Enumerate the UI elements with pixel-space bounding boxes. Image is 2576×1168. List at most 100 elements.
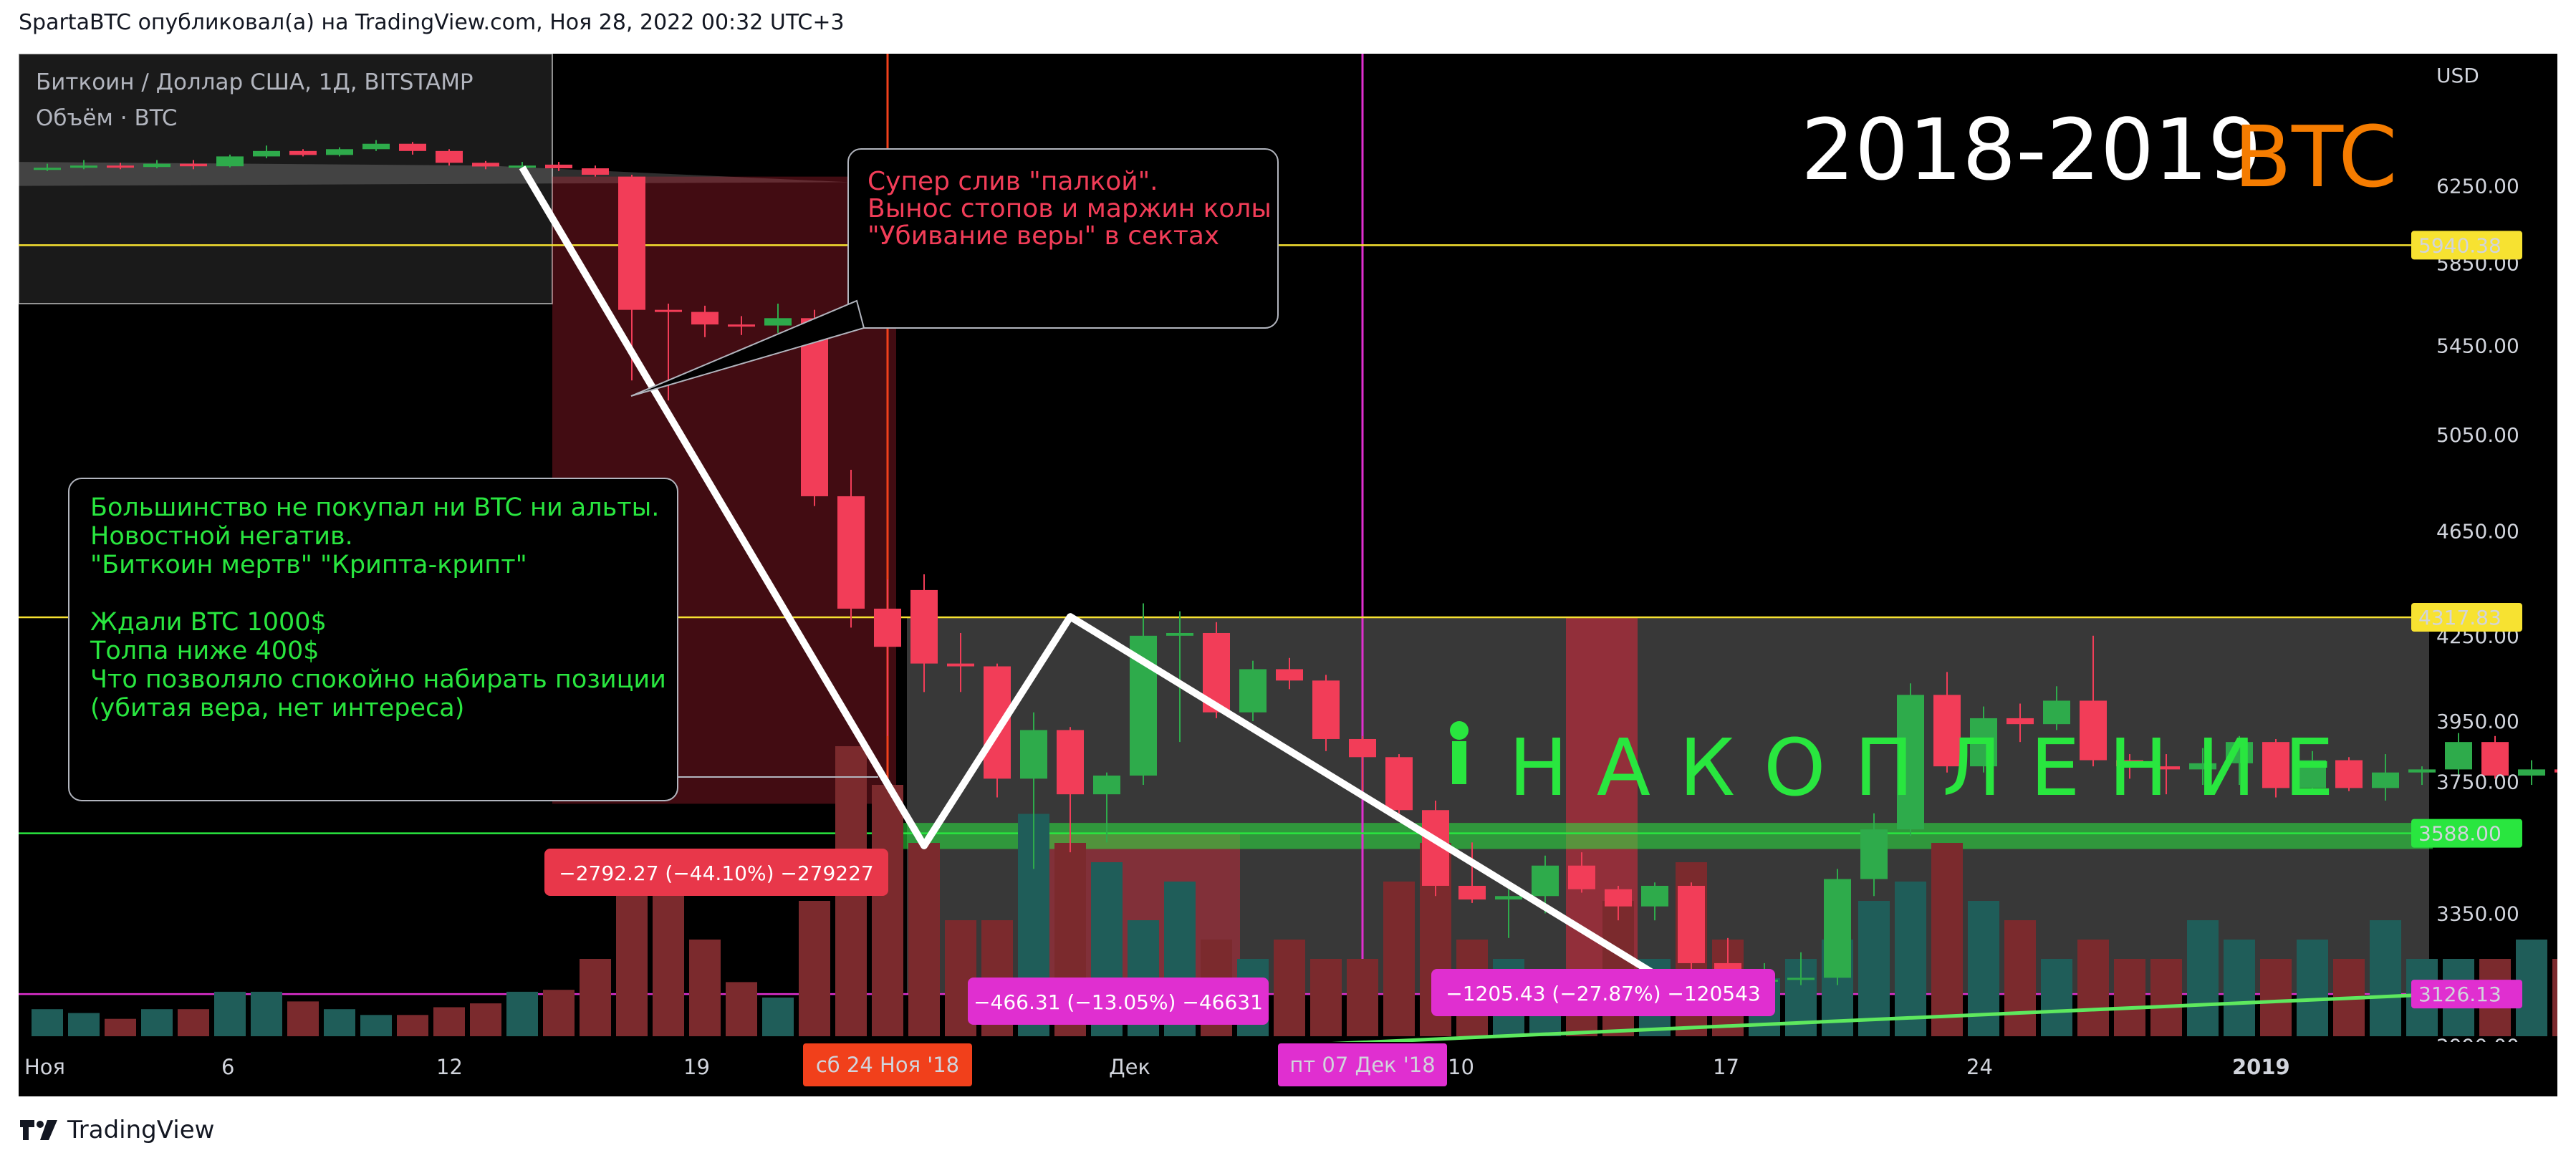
candle-body[interactable]	[1057, 730, 1084, 795]
candle-body[interactable]	[1495, 896, 1522, 900]
time-tick: 6	[221, 1055, 234, 1079]
candle-body[interactable]	[1824, 879, 1851, 978]
tradingview-brand[interactable]: TradingView	[67, 1116, 215, 1144]
tradingview-logo-icon[interactable]	[19, 1117, 60, 1143]
candle-body[interactable]	[910, 589, 938, 664]
candle-body[interactable]	[2043, 700, 2070, 725]
zigzag-line	[519, 165, 1657, 978]
volume-bar	[2114, 959, 2145, 1036]
candle-body[interactable]	[2555, 769, 2557, 773]
volume-bar	[799, 901, 830, 1036]
candle-body[interactable]	[2372, 772, 2399, 788]
volume-bar	[653, 882, 684, 1036]
crosshair-date-badge[interactable]	[1278, 1043, 1447, 1086]
candle-body[interactable]	[545, 164, 572, 169]
candle-body[interactable]	[2080, 700, 2107, 761]
candle-body[interactable]	[253, 150, 280, 157]
candle-body[interactable]	[472, 163, 499, 167]
level-price-badge[interactable]	[2411, 231, 2522, 260]
volume-bar	[397, 1015, 428, 1036]
candle-body[interactable]	[2262, 742, 2289, 788]
candle-body[interactable]	[655, 309, 682, 312]
candle-body[interactable]	[1605, 889, 1632, 907]
candle-body[interactable]	[1787, 978, 1815, 980]
dump-note-box[interactable]	[847, 148, 1279, 329]
candle-body[interactable]	[180, 163, 207, 167]
candle-body[interactable]	[289, 150, 317, 155]
candle-body[interactable]	[1093, 776, 1120, 795]
candle-body[interactable]	[1970, 718, 1997, 767]
candle-body[interactable]	[1349, 738, 1376, 758]
volume-legend: Объём · BTC	[36, 105, 177, 131]
sentiment-note-box[interactable]	[68, 478, 678, 801]
candle-body[interactable]	[2335, 760, 2363, 788]
candle-body[interactable]	[1385, 757, 1413, 811]
price-chart[interactable]: Биткоин / Доллар США, 1Д, BITSTAMP Объём …	[19, 54, 2557, 1096]
candle-body[interactable]	[764, 318, 792, 326]
candle-body[interactable]	[2481, 742, 2509, 776]
crosshair-date-badge[interactable]	[803, 1043, 972, 1086]
time-tick: 24	[1966, 1055, 1993, 1079]
candle-body[interactable]	[728, 324, 755, 327]
measurement-badge[interactable]	[968, 978, 1269, 1025]
candle-body[interactable]	[2153, 766, 2180, 770]
candle-body[interactable]	[874, 608, 901, 647]
candle-body[interactable]	[2189, 763, 2216, 770]
candle-body[interactable]	[1166, 632, 1193, 636]
candle-body[interactable]	[2299, 760, 2326, 788]
candle-body[interactable]	[362, 143, 390, 150]
price-tick: 3350.00	[2436, 902, 2519, 925]
dump-note-line: Вынос стопов и маржин колы	[868, 194, 1272, 223]
candle-body[interactable]	[1312, 680, 1340, 739]
candle-body[interactable]	[947, 663, 974, 667]
candle-body[interactable]	[436, 150, 463, 163]
candle-body[interactable]	[1276, 669, 1303, 681]
candle-body[interactable]	[1933, 695, 1961, 767]
candle-body[interactable]	[618, 176, 645, 310]
candle-body[interactable]	[1239, 669, 1267, 713]
measurement-badge[interactable]	[1431, 969, 1775, 1016]
level-price-badge[interactable]	[2411, 819, 2522, 848]
candle-body[interactable]	[1568, 865, 1595, 889]
volume-bar	[178, 1009, 209, 1036]
sentiment-note-line: Что позволяло спокойно набирать позиции	[90, 665, 666, 694]
candle-body[interactable]	[326, 149, 353, 155]
candle-body[interactable]	[2408, 769, 2436, 773]
candle-body[interactable]	[70, 165, 97, 168]
volume-bar	[2041, 959, 2072, 1036]
sentiment-note-line: Ждали BTC 1000$	[90, 608, 327, 637]
volume-bar	[68, 1013, 100, 1036]
candle-body[interactable]	[399, 143, 426, 151]
candle-body[interactable]	[34, 168, 61, 170]
candle-body[interactable]	[107, 165, 134, 168]
volume-bar	[1931, 843, 1963, 1036]
candle-body[interactable]	[2518, 769, 2545, 776]
candle-body[interactable]	[1678, 885, 1705, 963]
level-price-badge[interactable]	[2411, 980, 2522, 1009]
big-title: 2018-2019	[1801, 100, 2262, 199]
candle-body[interactable]	[2445, 742, 2472, 770]
measurement-badge[interactable]	[544, 849, 888, 896]
candle-body[interactable]	[1860, 829, 1888, 879]
candle-body[interactable]	[1458, 885, 1486, 900]
candle-body[interactable]	[1020, 730, 1047, 779]
chart-canvas[interactable]: Биткоин / Доллар США, 1Д, BITSTAMP Объём …	[19, 54, 2557, 1096]
candle-body[interactable]	[2226, 742, 2253, 763]
candle-body[interactable]	[582, 168, 609, 175]
candle-body[interactable]	[691, 312, 719, 325]
candle-body[interactable]	[216, 156, 244, 167]
level-price-badge[interactable]	[2411, 603, 2522, 632]
volume-bar	[2150, 959, 2182, 1036]
volume-bar	[580, 959, 611, 1036]
candle-body[interactable]	[1532, 865, 1559, 897]
candle-body[interactable]	[509, 165, 536, 168]
volume-bar	[251, 991, 282, 1036]
candle-body[interactable]	[2116, 760, 2143, 767]
candle-body[interactable]	[1897, 695, 1924, 830]
candle-body[interactable]	[837, 496, 865, 609]
candle-body[interactable]	[801, 318, 828, 496]
candle-body[interactable]	[1641, 885, 1668, 907]
time-tick: 10	[1448, 1055, 1474, 1079]
candle-body[interactable]	[143, 163, 170, 168]
candle-body[interactable]	[2007, 718, 2034, 725]
